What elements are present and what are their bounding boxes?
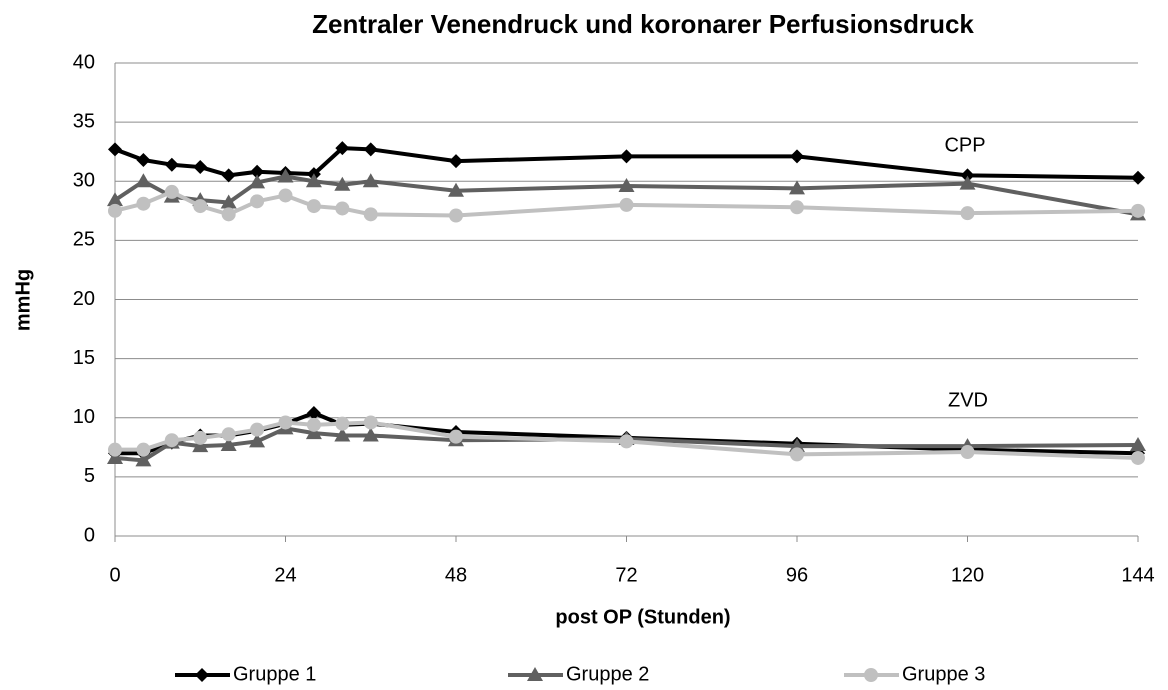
- marker: [334, 427, 351, 442]
- x-tick-label: 72: [615, 564, 637, 586]
- legend-label: Gruppe 1: [233, 663, 316, 685]
- annotation: CPP: [944, 134, 985, 156]
- x-tick-label: 48: [445, 564, 467, 586]
- x-tick-label: 144: [1121, 564, 1154, 586]
- marker: [789, 180, 805, 195]
- y-tick-label: 5: [84, 465, 95, 487]
- marker: [221, 168, 236, 183]
- marker: [790, 447, 804, 462]
- marker: [107, 192, 123, 207]
- legend-marker: [195, 668, 209, 682]
- marker: [789, 438, 805, 453]
- marker: [221, 207, 236, 222]
- y-tick-label: 20: [73, 288, 95, 310]
- marker: [250, 194, 265, 209]
- marker: [107, 449, 123, 464]
- marker: [335, 416, 350, 431]
- marker: [618, 177, 635, 192]
- marker: [136, 152, 151, 167]
- marker: [335, 201, 350, 216]
- x-tick-label: 120: [951, 564, 984, 586]
- marker: [790, 149, 804, 164]
- marker: [108, 442, 122, 457]
- marker: [363, 415, 378, 430]
- y-tick-label: 40: [73, 51, 95, 73]
- x-tick-label: 96: [786, 564, 808, 586]
- marker: [193, 199, 208, 214]
- marker: [790, 200, 804, 215]
- y-tick-label: 30: [73, 170, 95, 192]
- marker: [448, 182, 464, 197]
- marker: [164, 184, 179, 199]
- marker: [136, 196, 151, 211]
- marker: [192, 438, 209, 453]
- marker: [278, 188, 293, 203]
- marker: [449, 429, 463, 444]
- marker: [1131, 170, 1145, 185]
- marker: [1131, 450, 1145, 465]
- marker: [619, 197, 634, 212]
- chart-title: Zentraler Venendruck und koronarer Perfu…: [312, 9, 974, 39]
- marker: [335, 141, 350, 156]
- marker: [363, 142, 378, 157]
- marker: [619, 434, 634, 449]
- marker: [306, 406, 321, 421]
- x-tick-label: 24: [274, 564, 296, 586]
- marker: [305, 173, 322, 188]
- x-axis-label: post OP (Stunden): [555, 606, 730, 628]
- y-tick-label: 10: [73, 406, 95, 428]
- y-tick-label: 25: [73, 229, 95, 251]
- marker: [220, 436, 237, 451]
- marker: [135, 173, 152, 188]
- marker: [277, 168, 294, 183]
- marker: [249, 433, 266, 448]
- x-tick-label: 0: [109, 564, 120, 586]
- marker: [960, 445, 975, 460]
- marker: [306, 417, 321, 432]
- marker: [306, 199, 321, 214]
- marker: [193, 430, 208, 445]
- marker: [449, 154, 463, 169]
- marker: [959, 175, 976, 190]
- marker: [449, 208, 463, 223]
- legend-marker: [864, 668, 878, 682]
- y-tick-label: 0: [84, 524, 95, 546]
- marker: [619, 149, 634, 164]
- y-axis-label: mmHg: [12, 269, 34, 331]
- marker: [164, 157, 179, 172]
- marker: [250, 164, 265, 179]
- legend-marker: [527, 667, 543, 681]
- marker: [960, 206, 975, 221]
- marker: [249, 174, 266, 189]
- marker: [363, 207, 378, 222]
- marker: [334, 176, 351, 191]
- marker: [193, 160, 208, 175]
- legend-label: Gruppe 2: [566, 663, 649, 685]
- marker: [960, 168, 975, 183]
- marker: [220, 194, 237, 209]
- marker: [250, 422, 265, 437]
- marker: [108, 142, 122, 157]
- marker: [108, 203, 122, 218]
- marker: [1131, 203, 1145, 218]
- marker: [221, 427, 236, 442]
- marker: [362, 173, 379, 188]
- marker: [278, 415, 293, 430]
- marker: [305, 425, 322, 440]
- marker: [135, 452, 152, 467]
- marker: [136, 442, 151, 457]
- legend-label: Gruppe 3: [902, 663, 985, 685]
- marker: [1130, 436, 1146, 451]
- marker: [362, 427, 379, 442]
- y-tick-label: 35: [73, 110, 95, 132]
- y-tick-label: 15: [73, 347, 95, 369]
- annotation: ZVD: [948, 389, 988, 411]
- marker: [164, 433, 179, 448]
